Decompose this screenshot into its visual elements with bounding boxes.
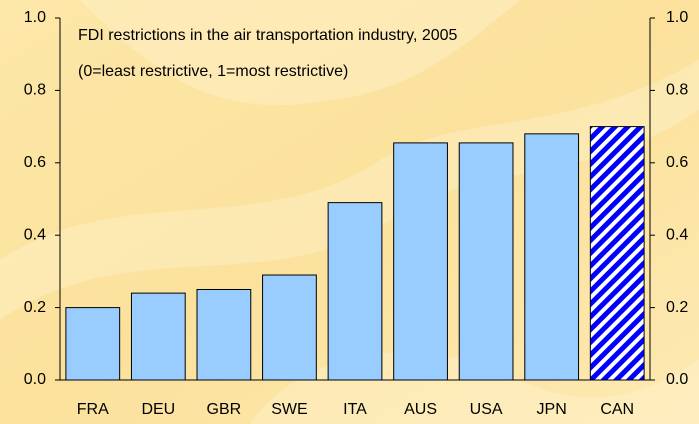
x-tick-label: CAN [600,401,634,418]
bar [393,142,448,381]
y2-tick-label: 1.0 [666,9,688,26]
x-tick-label: USA [470,401,503,418]
y2-tick-label: 0.4 [666,226,688,243]
y2-tick-label: 0.0 [666,371,688,388]
y2-tick-label: 0.8 [666,82,688,99]
bar [262,274,317,381]
bar [65,307,121,381]
bar [327,202,383,381]
x-tick-label: AUS [404,401,437,418]
y-tick-label: 0.4 [24,226,46,243]
y2-tick-label: 0.6 [666,154,688,171]
bar [589,126,645,381]
x-tick-label: GBR [207,401,242,418]
bar [458,142,514,381]
y-tick-label: 0.6 [24,154,46,171]
y-tick-label: 0.8 [24,82,46,99]
y-tick-label: 1.0 [24,9,46,26]
x-tick-label: SWE [271,401,307,418]
chart-title: FDI restrictions in the air transportati… [78,27,458,44]
y-tick-label: 0.2 [24,299,46,316]
bar [196,289,252,381]
x-tick-label: JPN [537,401,567,418]
bar [130,292,186,381]
chart-subtitle: (0=least restrictive, 1=most restrictive… [78,63,348,80]
x-tick-label: FRA [77,401,109,418]
x-tick-label: DEU [141,401,175,418]
y-tick-label: 0.0 [24,371,46,388]
x-tick-label: ITA [343,401,367,418]
bar [524,133,580,381]
y2-tick-label: 0.2 [666,299,688,316]
